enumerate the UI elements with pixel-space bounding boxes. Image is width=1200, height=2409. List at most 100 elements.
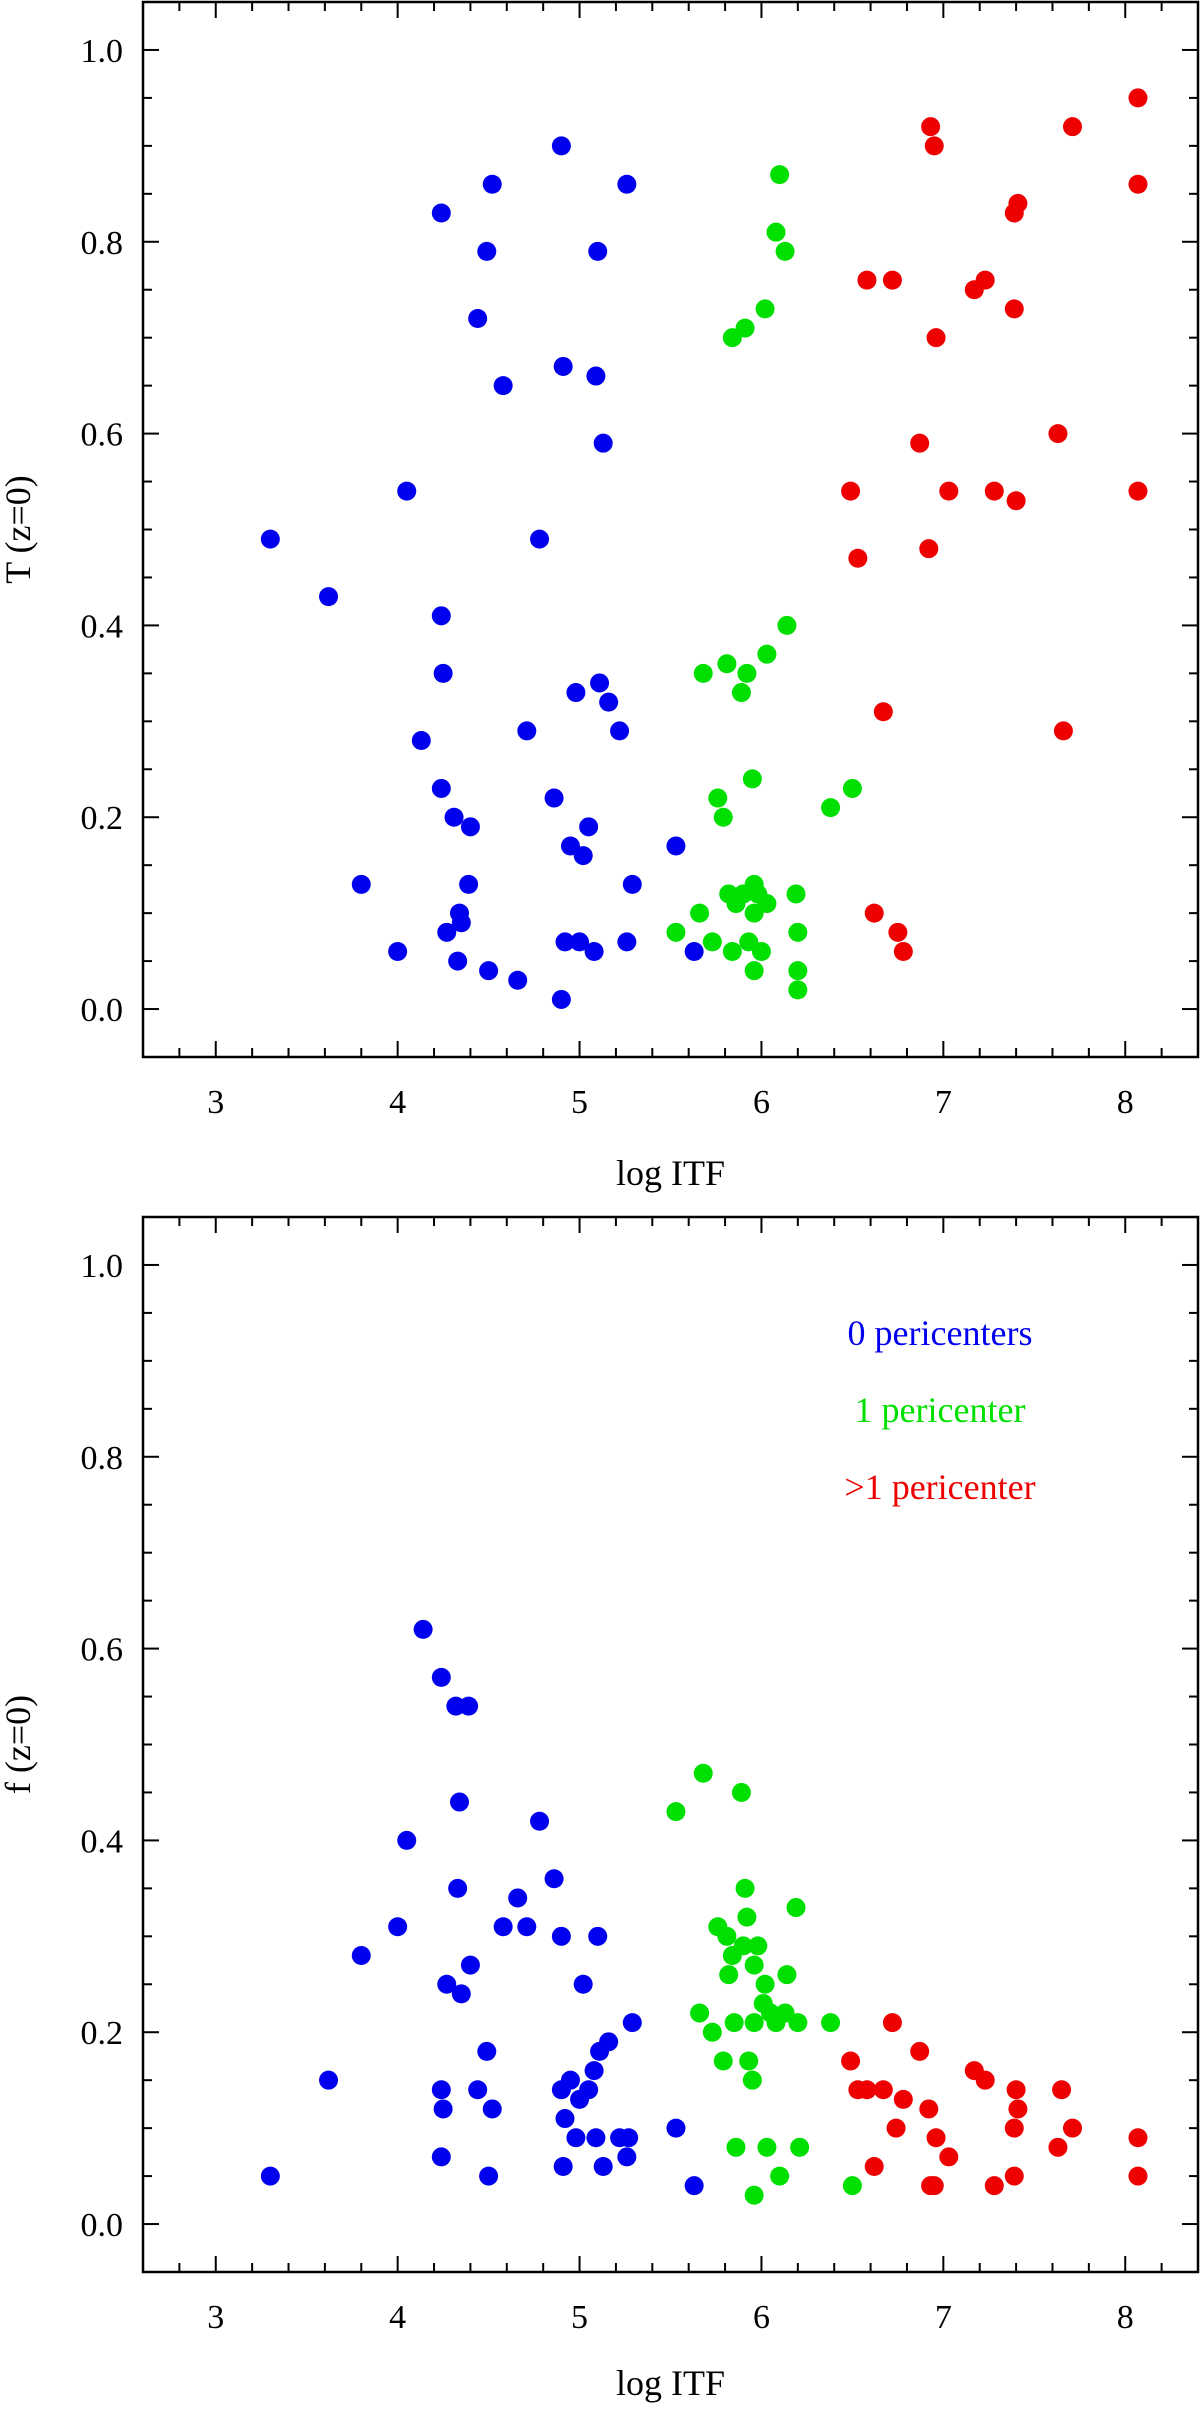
x-axis-label: log ITF (616, 2363, 725, 2403)
plot-frame (141, 0, 1200, 1059)
data-point (460, 817, 480, 837)
data-point (530, 1811, 550, 1831)
data-point (431, 1667, 451, 1687)
data-point (873, 2080, 893, 2100)
bottom-scatter-panel: 3 4 5 6 7 8 0.0 0.2 0.4 0.6 0.8 1.0 log ITF f (z=0) 0 … (0, 1215, 1200, 2403)
data-point (586, 366, 606, 386)
data-point (857, 270, 877, 290)
data-point (622, 2013, 642, 2033)
x-tick-label: 5 (571, 2299, 588, 2336)
data-point (560, 2070, 580, 2090)
data-point (260, 529, 280, 549)
x-tick-label: 4 (389, 2299, 406, 2336)
data-point (724, 2013, 744, 2033)
data-point (702, 932, 722, 952)
data-point (888, 922, 908, 942)
data-point (551, 1926, 571, 1946)
data-point (666, 922, 686, 942)
data-point (260, 2166, 280, 2186)
data-point (459, 1696, 479, 1716)
data-point (1006, 2080, 1026, 2100)
data-point (737, 663, 757, 683)
data-point (690, 903, 710, 923)
data-point (351, 874, 371, 894)
data-point (588, 1926, 608, 1946)
data-point (1053, 721, 1073, 741)
data-point (570, 932, 590, 952)
data-point (1048, 424, 1068, 444)
data-point (319, 2070, 339, 2090)
data-point (786, 884, 806, 904)
data-point (599, 692, 619, 712)
data-point (388, 942, 408, 961)
data-point (893, 942, 913, 961)
data-point (586, 2128, 606, 2148)
y-tick-label: 0.2 (81, 2015, 124, 2052)
data-point (751, 942, 771, 961)
x-axis-label: log ITF (616, 1153, 725, 1193)
data-point (477, 241, 497, 261)
data-point (788, 2013, 808, 2033)
data-point (1004, 299, 1024, 319)
data-point (926, 2128, 946, 2148)
data-point (1004, 2166, 1024, 2186)
data-point (882, 270, 902, 290)
data-point (755, 299, 775, 319)
data-point (926, 328, 946, 348)
data-point (864, 2157, 884, 2176)
data-point (590, 673, 610, 693)
data-point (742, 2070, 762, 2090)
data-point (448, 951, 468, 971)
y-tick-label: 0.6 (81, 417, 124, 454)
data-point (573, 846, 593, 866)
data-point (517, 1917, 537, 1937)
data-point (984, 481, 1004, 501)
data-point (684, 942, 704, 961)
data-point (397, 481, 417, 501)
x-tick-label: 5 (571, 1084, 588, 1121)
y-tick-label: 0.4 (81, 608, 124, 645)
data-point (748, 1936, 768, 1956)
data-point (517, 721, 537, 741)
data-point (588, 241, 608, 261)
data-point (841, 2051, 861, 2071)
data-point (553, 2157, 573, 2176)
data-point (735, 1878, 755, 1898)
data-point (482, 174, 502, 194)
data-point (1052, 2080, 1072, 2100)
x-tick-label: 7 (935, 2299, 952, 2336)
x-tick-label: 8 (1117, 1084, 1134, 1121)
data-point (555, 932, 575, 952)
x-tick-label: 3 (207, 1084, 224, 1121)
data-point (468, 309, 488, 328)
plot-frame (141, 1215, 1200, 2274)
data-point (617, 932, 637, 952)
data-point (821, 798, 841, 818)
data-point (708, 788, 728, 808)
data-point (584, 942, 604, 961)
y-axis-label: T (z=0) (0, 475, 38, 584)
y-tick-label: 0.2 (81, 800, 124, 837)
data-point (451, 913, 471, 933)
data-point (566, 2128, 586, 2148)
data-point (431, 2080, 451, 2100)
data-point (433, 2099, 453, 2119)
data-point (493, 1917, 513, 1937)
data-point (744, 961, 764, 981)
data-point (775, 241, 795, 261)
data-point (848, 548, 868, 568)
data-point (1004, 2118, 1024, 2138)
y-tick-label: 1.0 (81, 33, 124, 70)
data-point (857, 2080, 877, 2100)
data-point (493, 376, 513, 396)
data-point (553, 356, 573, 376)
data-point (722, 942, 742, 961)
x-tick-label: 3 (207, 2299, 224, 2336)
data-point (437, 1974, 457, 1994)
x-tick-label: 6 (753, 1084, 770, 1121)
data-point (975, 270, 995, 290)
data-point (579, 2080, 599, 2100)
data-point (788, 922, 808, 942)
data-point (451, 1984, 471, 2004)
data-point (726, 2137, 746, 2157)
